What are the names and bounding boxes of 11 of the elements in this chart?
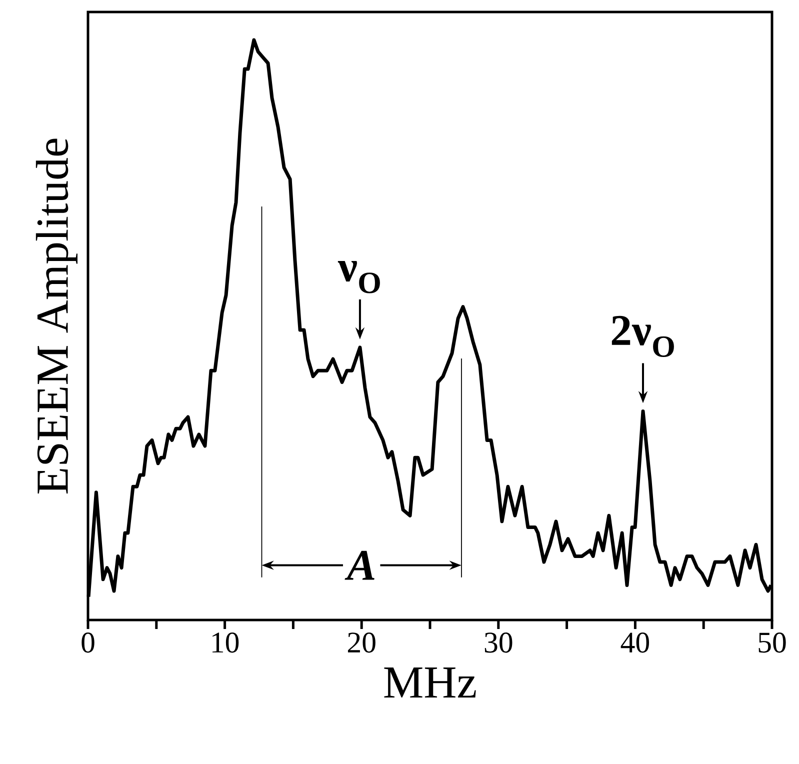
annotation: A	[344, 550, 374, 580]
x-tick-label: 10	[212, 632, 239, 653]
x-tick-label: 0	[82, 632, 94, 653]
y-axis-title: ESEEM Amplitude	[36, 138, 78, 494]
x-tick-label: 30	[484, 632, 512, 653]
x-tick-label: 50	[758, 632, 786, 653]
annotation: ν$_{O}$	[338, 261, 380, 294]
annotation: 2ν$_{O}$	[612, 316, 674, 357]
x-tick-label: 20	[348, 632, 376, 653]
x-tick-label: 40	[620, 632, 650, 653]
x-axis-title: MHz	[384, 668, 476, 698]
